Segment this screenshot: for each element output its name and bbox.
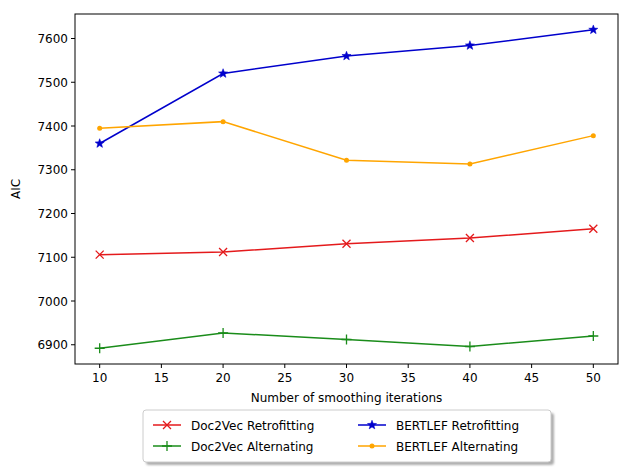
- marker: [163, 421, 171, 429]
- y-tick: [71, 301, 75, 302]
- marker: [465, 342, 475, 352]
- legend-label: BERTLEF Alternating: [396, 440, 518, 454]
- y-tick: [71, 38, 75, 39]
- marker: [162, 441, 172, 451]
- marker: [367, 420, 376, 429]
- marker: [467, 162, 472, 167]
- legend-label: Doc2Vec Retrofitting: [191, 419, 314, 433]
- marker: [589, 25, 598, 34]
- y-tick: [71, 169, 75, 170]
- chart: 10 15 20 25 30 35 40 45 50 6900 7000 7100 7200 7300 74…: [0, 0, 630, 469]
- marker: [218, 328, 228, 338]
- y-tick: [71, 257, 75, 258]
- y-axis-label: AIC: [9, 179, 23, 199]
- marker: [342, 335, 352, 345]
- x-tick: [161, 364, 162, 368]
- x-tick: [223, 364, 224, 368]
- marker: [95, 343, 105, 353]
- marker: [219, 248, 227, 256]
- marker: [96, 251, 104, 259]
- series-line: [100, 229, 594, 255]
- marker: [588, 331, 598, 341]
- marker: [465, 41, 474, 50]
- x-tick-label: 25: [277, 371, 292, 385]
- marker: [591, 133, 596, 138]
- legend: Doc2Vec Retrofitting Doc2Vec Alternating B…: [143, 410, 554, 465]
- marker: [221, 119, 226, 124]
- marker: [370, 444, 375, 449]
- background: [0, 0, 630, 469]
- x-tick-label: 30: [339, 371, 354, 385]
- y-tick: [71, 126, 75, 127]
- marker: [219, 69, 228, 78]
- y-tick-label: 7000: [37, 295, 68, 309]
- legend-label: BERTLEF Retrofitting: [396, 419, 519, 433]
- plot-frame: [75, 14, 618, 364]
- marker: [95, 139, 104, 148]
- marker: [344, 158, 349, 163]
- y-tick-label: 7300: [37, 163, 68, 177]
- x-tick-label: 20: [215, 371, 230, 385]
- marker: [466, 234, 474, 242]
- y-tick-label: 7100: [37, 251, 68, 265]
- y-tick: [71, 82, 75, 83]
- series-line: [100, 122, 594, 164]
- marker: [589, 225, 597, 233]
- x-axis-label: Number of smoothing iterations: [251, 391, 443, 405]
- y-tick-label: 6900: [37, 338, 68, 352]
- marker: [97, 126, 102, 131]
- x-tick-label: 10: [92, 371, 107, 385]
- legend-box: [143, 410, 551, 462]
- legend-label: Doc2Vec Alternating: [191, 440, 313, 454]
- y-tick: [71, 213, 75, 214]
- x-tick-label: 15: [154, 371, 169, 385]
- x-tick-label: 40: [462, 371, 477, 385]
- marker: [343, 240, 351, 248]
- y-tick-label: 7600: [37, 32, 68, 46]
- x-tick-label: 50: [586, 371, 601, 385]
- y-tick: [71, 344, 75, 345]
- x-tick-label: 35: [401, 371, 416, 385]
- series-line: [100, 30, 594, 144]
- x-tick-label: 45: [524, 371, 539, 385]
- x-tick: [531, 364, 532, 368]
- x-tick: [593, 364, 594, 368]
- x-tick: [284, 364, 285, 368]
- series-line: [100, 333, 594, 348]
- y-tick-label: 7500: [37, 76, 68, 90]
- y-tick-label: 7200: [37, 207, 68, 221]
- x-tick: [469, 364, 470, 368]
- y-tick-label: 7400: [37, 120, 68, 134]
- plot-area: [95, 25, 599, 353]
- x-tick: [346, 364, 347, 368]
- marker: [342, 51, 351, 60]
- x-tick: [99, 364, 100, 368]
- x-tick: [408, 364, 409, 368]
